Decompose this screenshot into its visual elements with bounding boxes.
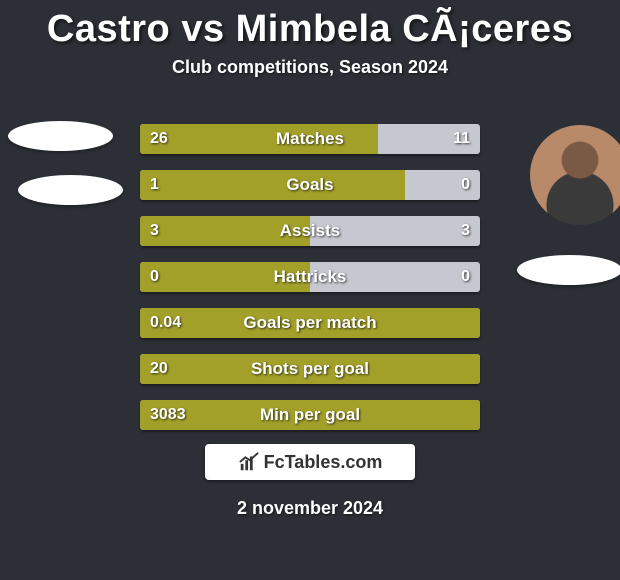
team-logo-right	[517, 255, 620, 285]
page-title: Castro vs Mimbela CÃ¡ceres	[0, 0, 620, 51]
team-logo-left-1	[8, 121, 113, 151]
stat-row: 0.04Goals per match	[140, 308, 480, 338]
stat-label: Hattricks	[140, 262, 480, 292]
stat-row: 0Hattricks0	[140, 262, 480, 292]
stat-label: Assists	[140, 216, 480, 246]
stat-row: 3083Min per goal	[140, 400, 480, 430]
stat-value-right: 0	[451, 262, 480, 292]
stat-label: Min per goal	[140, 400, 480, 430]
stat-value-right: 3	[451, 216, 480, 246]
stat-value-right: 0	[451, 170, 480, 200]
stat-row: 3Assists3	[140, 216, 480, 246]
stat-label: Goals	[140, 170, 480, 200]
stat-row: 26Matches11	[140, 124, 480, 154]
date-text: 2 november 2024	[0, 498, 620, 519]
watermark: FcTables.com	[205, 444, 415, 480]
team-logo-left-2	[18, 175, 123, 205]
comparison-canvas: Castro vs Mimbela CÃ¡ceres Club competit…	[0, 0, 620, 580]
stat-label: Matches	[140, 124, 480, 154]
stats-bars: 26Matches111Goals03Assists30Hattricks00.…	[140, 124, 480, 446]
stat-label: Goals per match	[140, 308, 480, 338]
stat-label: Shots per goal	[140, 354, 480, 384]
chart-icon	[238, 451, 260, 473]
stat-value-right: 11	[443, 124, 480, 154]
stat-row: 1Goals0	[140, 170, 480, 200]
avatar-right	[530, 125, 620, 225]
stat-row: 20Shots per goal	[140, 354, 480, 384]
watermark-text: FcTables.com	[264, 452, 383, 473]
page-subtitle: Club competitions, Season 2024	[0, 57, 620, 78]
